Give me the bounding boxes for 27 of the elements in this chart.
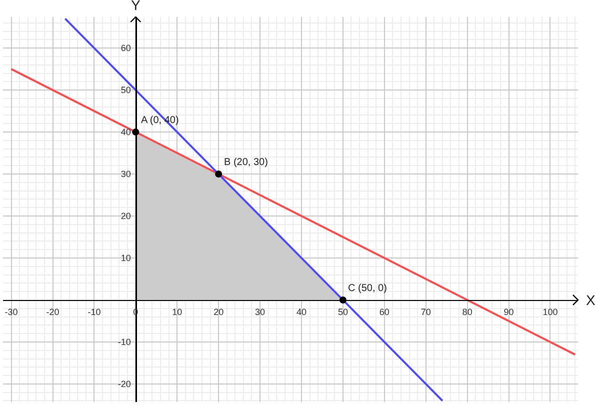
x-tick-label: 20 <box>214 306 224 317</box>
x-tick-label: 100 <box>542 306 558 317</box>
x-tick-label: 90 <box>504 306 514 317</box>
y-tick-label: 50 <box>120 85 131 96</box>
y-axis-title: Y <box>131 0 141 13</box>
x-tick-label: 50 <box>338 306 348 317</box>
annotation: C (50, 0) <box>348 283 387 294</box>
x-tick-label: 10 <box>172 306 182 317</box>
y-tick-label: 20 <box>120 211 131 222</box>
line-series <box>64 18 444 402</box>
x-axis-title: X <box>586 292 596 308</box>
y-tick-label: 60 <box>120 43 131 54</box>
y-tick-label: -10 <box>118 337 131 348</box>
x-tick-label: 60 <box>379 306 390 317</box>
x-tick-label: -20 <box>46 306 60 317</box>
x-tick-label: 70 <box>420 306 431 317</box>
x-tick-label: -10 <box>88 306 101 317</box>
y-tick-label: 40 <box>120 127 131 138</box>
point <box>215 170 222 178</box>
x-tick-label: 40 <box>296 306 306 317</box>
y-tick-label: 10 <box>120 253 131 264</box>
x-tick-label: 80 <box>462 306 472 317</box>
y-tick-label: 30 <box>120 169 131 180</box>
x-tick-label: -30 <box>4 306 18 317</box>
y-tick-label: -20 <box>118 379 131 390</box>
annotation: B (20, 30) <box>224 157 268 168</box>
x-tick-label: 30 <box>255 306 266 317</box>
